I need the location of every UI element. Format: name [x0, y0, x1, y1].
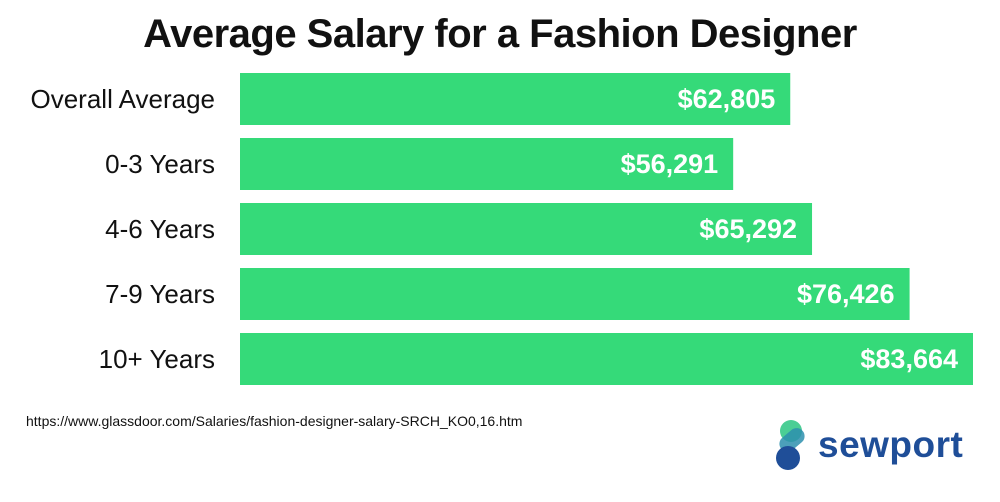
source-url[interactable]: https://www.glassdoor.com/Salaries/fashi… [26, 413, 523, 429]
salary-bar [240, 333, 973, 385]
salary-bar [240, 73, 791, 125]
category-label: 0-3 Years [105, 149, 215, 179]
salary-value-label: $65,292 [699, 214, 797, 244]
salary-value-label: $76,426 [797, 279, 895, 309]
salary-value-label: $62,805 [678, 84, 776, 114]
sewport-logo-text: sewport [818, 424, 964, 465]
category-label: Overall Average [30, 84, 215, 114]
salary-bar-chart: Overall Average $62,805 0-3 Years $56,291 4-… [30, 73, 973, 385]
salary-bar [240, 203, 813, 255]
salary-value-label: $56,291 [621, 149, 719, 179]
category-label: 7-9 Years [105, 279, 215, 309]
category-label: 10+ Years [99, 344, 215, 374]
salary-bar [240, 268, 910, 320]
chart-title: Average Salary for a Fashion Designer [143, 12, 857, 56]
salary-bar [240, 138, 734, 190]
salary-value-label: $83,664 [860, 344, 958, 374]
sewport-logo: sewport [772, 418, 982, 478]
sewport-logo-icon [776, 420, 805, 470]
category-label: 4-6 Years [105, 214, 215, 244]
